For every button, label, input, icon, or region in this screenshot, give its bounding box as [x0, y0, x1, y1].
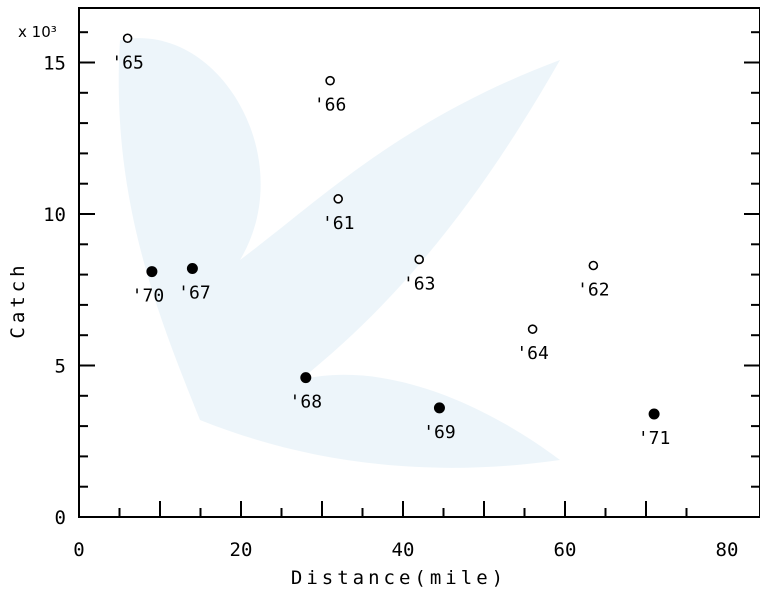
data-point-label: '68	[290, 392, 323, 413]
data-point-labels: '61 '62 '63 '64 '65 '66 '67 '68 '69 '70 '71	[111, 52, 670, 449]
y-axis-tick-labels: 0 5 10 15	[43, 53, 66, 530]
y-scale-note: x 10³	[18, 23, 57, 41]
x-axis-title: Distance(mile)	[291, 567, 507, 589]
right-axis-ticks	[744, 31, 760, 488]
filled-data-point	[433, 402, 445, 414]
open-data-point	[325, 75, 335, 86]
data-point-label: '65	[111, 52, 144, 73]
y-axis-title: Catch	[7, 261, 29, 338]
data-point-label: '67	[178, 283, 211, 304]
filled-data-point	[146, 266, 158, 278]
watermark	[118, 38, 561, 468]
data-points	[122, 33, 660, 420]
open-data-point	[333, 194, 344, 204]
data-point-label: '71	[638, 428, 671, 449]
open-data-point	[527, 324, 538, 334]
y-tick-label: 10	[43, 204, 66, 226]
data-point-label: '70	[132, 286, 165, 307]
data-point-label: '64	[516, 343, 549, 364]
open-data-point	[122, 33, 133, 44]
filled-data-point	[648, 408, 660, 420]
open-data-point	[588, 260, 599, 271]
x-tick-label: 80	[716, 539, 739, 561]
data-point-label: '66	[314, 95, 347, 116]
plot-frame	[78, 7, 760, 518]
x-tick-label: 60	[554, 539, 577, 561]
x-axis-ticks	[118, 501, 688, 517]
open-data-point	[414, 254, 425, 265]
y-tick-label: 15	[43, 53, 66, 75]
data-point-label: '63	[403, 273, 436, 294]
data-point-label: '69	[423, 422, 456, 443]
y-axis-ticks	[79, 31, 95, 488]
x-axis-tick-labels: 0 20 40 60 80	[73, 539, 738, 561]
filled-data-point	[300, 372, 312, 384]
x-tick-label: 40	[392, 539, 415, 561]
filled-data-point	[186, 263, 198, 275]
data-point-label: '61	[322, 213, 355, 234]
y-tick-label: 5	[55, 356, 66, 378]
data-point-label: '62	[577, 280, 610, 301]
x-tick-label: 0	[73, 539, 84, 561]
x-tick-label: 20	[230, 539, 253, 561]
y-tick-label: 0	[55, 507, 66, 529]
